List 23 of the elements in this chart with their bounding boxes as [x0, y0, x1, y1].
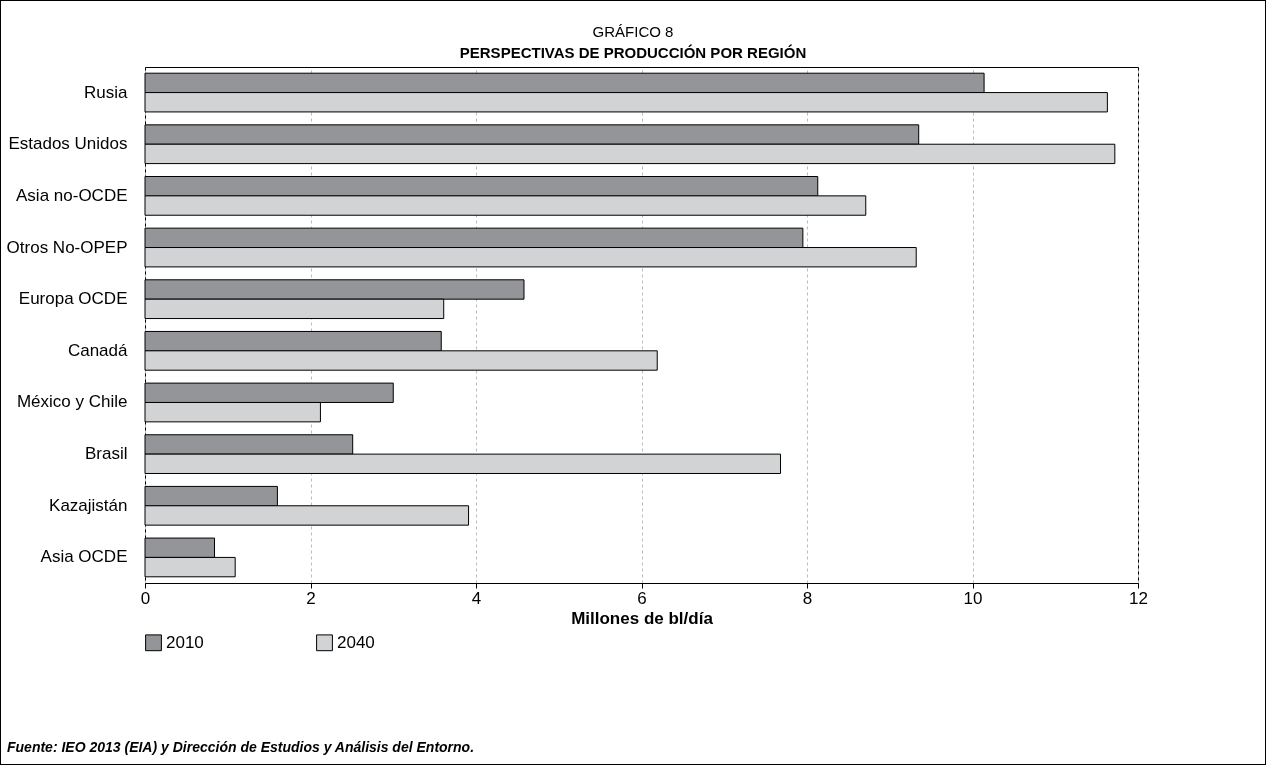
- y-tick-label: Brasil: [84, 444, 128, 464]
- y-tick-label: Kazajistán: [49, 495, 128, 515]
- y-tick-label: Estados Unidos: [8, 134, 128, 154]
- y-tick-label: Rusia: [84, 82, 129, 102]
- x-tick-label: 2: [306, 588, 316, 608]
- x-tick-label: 6: [637, 588, 647, 608]
- y-tick-label: Asia no-OCDE: [16, 185, 128, 205]
- chart-title: PERSPECTIVAS DE PRODUCCIÓN POR REGIÓN: [458, 44, 808, 61]
- x-tick-label: 12: [1129, 588, 1148, 608]
- y-tick-label: México y Chile: [16, 392, 128, 412]
- x-axis-title: Millones de bl/día: [571, 608, 714, 628]
- x-tick-label: 8: [802, 588, 813, 608]
- x-tick-label: 10: [963, 588, 983, 608]
- legend-label: 2040: [337, 632, 375, 652]
- y-tick-label: Europa OCDE: [18, 289, 128, 309]
- y-tick-label: Asia OCDE: [40, 547, 128, 567]
- y-tick-label: Canadá: [67, 340, 129, 360]
- y-tick-label: Otros No-OPEP: [6, 237, 128, 257]
- legend-label: 2010: [166, 632, 204, 652]
- x-tick-label: 4: [471, 588, 482, 608]
- source-note: Fuente: IEO 2013 (EIA) y Dirección de Estudios y Análisis del Entorno.: [7, 739, 475, 755]
- chart-subtitle: GRÁFICO 8: [591, 23, 675, 40]
- x-tick-label: 0: [140, 588, 151, 608]
